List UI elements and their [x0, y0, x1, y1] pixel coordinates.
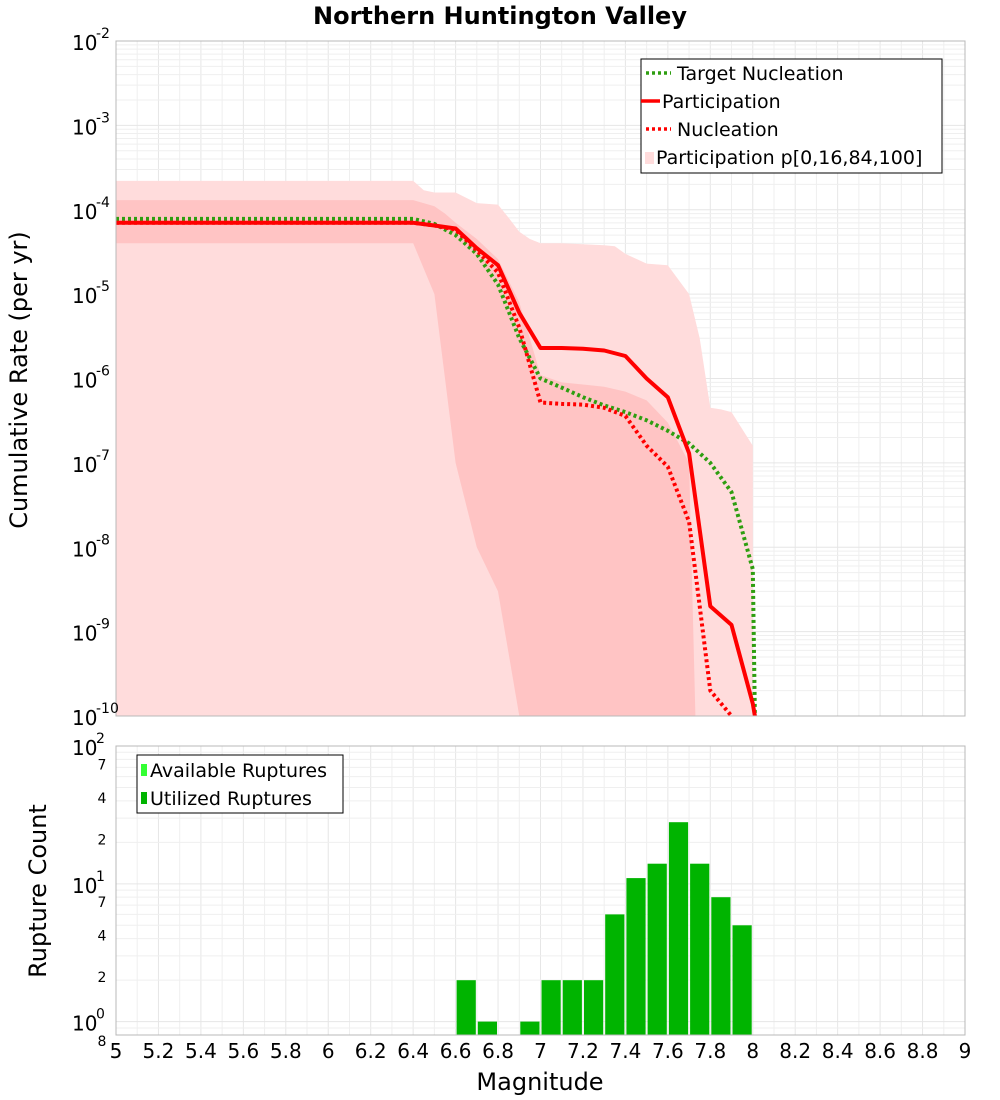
count-y-tick-label: 10 — [72, 1012, 97, 1036]
magnitude-x-tick-label: 9 — [959, 1039, 972, 1063]
magnitude-x-tick-label: 5.2 — [143, 1039, 175, 1063]
band-p16-p84 — [116, 200, 696, 717]
rupture-count-bar — [605, 914, 625, 1035]
magnitude-x-tick-label: 7.8 — [694, 1039, 726, 1063]
rate-y-tick-exponent: -4 — [96, 195, 110, 211]
series-line-nucleation — [116, 220, 734, 718]
count-y-tick-label: 4 — [98, 791, 107, 807]
count-y-tick-label: 2 — [98, 832, 107, 848]
count-y-tick-label: 10 — [72, 874, 97, 898]
rate-y-tick-label: 10 — [72, 537, 97, 561]
count-grid — [115, 745, 966, 1036]
magnitude-x-tick-label: 6.8 — [482, 1039, 514, 1063]
count-y-tick-exponent: 0 — [96, 1007, 105, 1023]
rate-y-tick-exponent: -5 — [96, 279, 110, 295]
rate-y-tick-label: 10 — [72, 453, 97, 477]
magnitude-x-tick-label: 5.4 — [185, 1039, 217, 1063]
magnitude-x-tick-label: 7 — [534, 1039, 547, 1063]
magnitude-x-tick-label: 6.2 — [355, 1039, 387, 1063]
series-line-participation — [116, 220, 757, 717]
rupture-count-bar — [477, 1021, 497, 1035]
count-y-axis-title: Rupture Count — [24, 804, 52, 978]
rate-y-tick-label: 10 — [72, 706, 97, 730]
rate-y-tick-label: 10 — [72, 284, 97, 308]
rate-y-tick-exponent: -9 — [96, 617, 110, 633]
magnitude-x-tick-label: 6.6 — [440, 1039, 472, 1063]
magnitude-x-tick-label: 7.4 — [609, 1039, 641, 1063]
legend-label-utilized-ruptures: Utilized Ruptures — [150, 788, 312, 810]
rate-legend: Target Nucleation Participation Nucleati… — [640, 58, 943, 174]
magnitude-x-tick-label: 8 — [746, 1039, 759, 1063]
rupture-count-bar — [668, 822, 689, 1035]
legend-label-available-ruptures: Available Ruptures — [150, 760, 327, 782]
count-plot-frame — [115, 745, 966, 1036]
legend-label-target-nucleation: Target Nucleation — [676, 63, 844, 85]
rupture-count-bar — [456, 980, 476, 1035]
chart-title: Northern Huntington Valley — [313, 2, 687, 30]
rupture-count-bar — [732, 925, 752, 1035]
count-y-tick-label: 8 — [98, 1034, 107, 1050]
magnitude-x-tick-label: 8.8 — [907, 1039, 939, 1063]
magnitude-x-tick-label: 7.6 — [652, 1039, 684, 1063]
count-y-tick-label: 10 — [72, 736, 97, 760]
rate-bands — [116, 180, 753, 717]
rate-plot-frame — [115, 40, 966, 717]
rupture-count-bar — [584, 980, 604, 1035]
count-y-tick-label: 2 — [98, 970, 107, 986]
magnitude-x-tick-label: 6 — [322, 1039, 335, 1063]
rupture-count-bar — [562, 980, 582, 1035]
magnitude-x-tick-label: 5 — [110, 1039, 123, 1063]
rate-y-tick-label: 10 — [72, 115, 97, 139]
count-y-tick-label: 4 — [98, 929, 107, 945]
rate-y-tick-label: 10 — [72, 369, 97, 393]
count-y-tick-label: 7 — [98, 757, 107, 773]
rupture-count-bar — [520, 1021, 540, 1035]
count-legend: Available Ruptures Utilized Ruptures — [136, 754, 344, 814]
legend-label-participation: Participation — [662, 91, 781, 113]
count-legend-box — [136, 754, 344, 814]
count-y-tick-exponent: 1 — [96, 869, 105, 885]
rate-y-tick-exponent: -8 — [96, 532, 110, 548]
legend-swatch-participation-band — [645, 152, 654, 164]
rate-y-tick-exponent: -2 — [96, 26, 110, 42]
rate-y-tick-label: 10 — [72, 31, 97, 55]
magnitude-x-tick-label: 5.8 — [270, 1039, 302, 1063]
x-axis-title: Magnitude — [476, 1068, 603, 1096]
rupture-count-bar — [541, 980, 561, 1035]
rate-legend-box — [640, 58, 943, 174]
rate-y-tick-label: 10 — [72, 622, 97, 646]
rate-y-tick-exponent: -7 — [96, 448, 110, 464]
rupture-count-bar — [647, 863, 667, 1035]
magnitude-x-tick-label: 8.6 — [864, 1039, 896, 1063]
rate-y-tick-exponent: -10 — [96, 701, 119, 717]
rate-y-tick-exponent: -3 — [96, 110, 110, 126]
count-y-tick-exponent: 2 — [96, 731, 105, 747]
magnitude-x-ticks: 5 5.2 5.4 5.6 5.8 6 6.2 6.4 6.6 6.8 7 7.2 7.4 7.6 7.8 8… — [110, 1039, 972, 1063]
legend-swatch-available-ruptures — [141, 764, 147, 776]
legend-label-nucleation: Nucleation — [677, 119, 779, 141]
magnitude-x-tick-label: 6.4 — [397, 1039, 429, 1063]
rupture-count-bar — [711, 897, 731, 1035]
rate-lines — [116, 216, 757, 718]
magnitude-x-tick-label: 8.2 — [779, 1039, 811, 1063]
legend-swatch-utilized-ruptures — [141, 792, 147, 804]
count-y-tick-label: 7 — [98, 895, 107, 911]
magnitude-x-tick-label: 5.6 — [227, 1039, 259, 1063]
magnitude-x-tick-label: 7.2 — [567, 1039, 599, 1063]
legend-label-participation-band: Participation p[0,16,84,100] — [656, 147, 922, 169]
series-line-target-nucleation — [116, 216, 757, 717]
rate-y-tick-label: 10 — [72, 200, 97, 224]
count-bars — [456, 822, 752, 1035]
rate-y-tick-exponent: -6 — [96, 364, 110, 380]
rate-y-axis-title: Cumulative Rate (per yr) — [5, 231, 33, 529]
rupture-count-bar — [626, 878, 646, 1035]
rupture-count-bar — [690, 863, 710, 1035]
magnitude-x-tick-label: 8.4 — [822, 1039, 854, 1063]
